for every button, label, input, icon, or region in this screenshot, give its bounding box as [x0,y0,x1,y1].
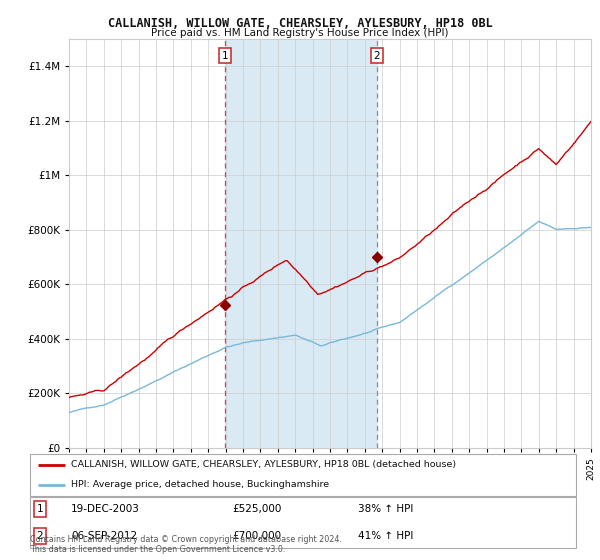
Text: 1: 1 [222,50,229,60]
FancyBboxPatch shape [30,454,576,496]
Text: 2: 2 [37,530,43,540]
Text: 2: 2 [373,50,380,60]
FancyBboxPatch shape [30,497,576,548]
Text: 1: 1 [37,505,43,515]
Text: Contains HM Land Registry data © Crown copyright and database right 2024.
This d: Contains HM Land Registry data © Crown c… [30,535,342,554]
Text: 41% ↑ HPI: 41% ↑ HPI [358,530,413,540]
Text: HPI: Average price, detached house, Buckinghamshire: HPI: Average price, detached house, Buck… [71,480,329,489]
Text: 38% ↑ HPI: 38% ↑ HPI [358,505,413,515]
Bar [225,39,377,448]
Text: 06-SEP-2012: 06-SEP-2012 [71,530,137,540]
Text: £525,000: £525,000 [232,505,281,515]
Text: CALLANISH, WILLOW GATE, CHEARSLEY, AYLESBURY, HP18 0BL: CALLANISH, WILLOW GATE, CHEARSLEY, AYLES… [107,17,493,30]
Text: CALLANISH, WILLOW GATE, CHEARSLEY, AYLESBURY, HP18 0BL (detached house): CALLANISH, WILLOW GATE, CHEARSLEY, AYLES… [71,460,456,469]
Text: Price paid vs. HM Land Registry's House Price Index (HPI): Price paid vs. HM Land Registry's House … [151,28,449,38]
Text: 19-DEC-2003: 19-DEC-2003 [71,505,140,515]
Text: £700,000: £700,000 [232,530,281,540]
